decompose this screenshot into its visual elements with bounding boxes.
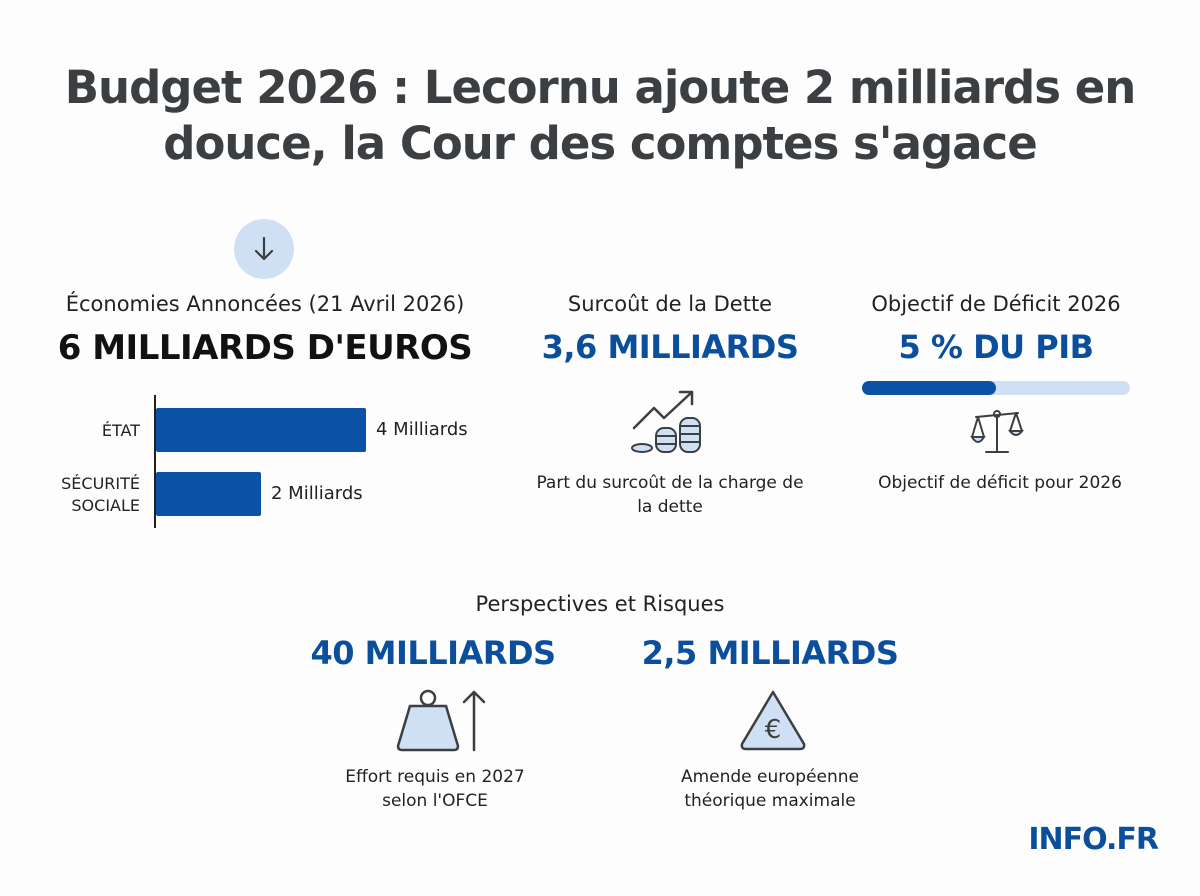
category-label: ÉTAT [101, 421, 140, 440]
euro-warning-icon: € [738, 688, 808, 756]
arrow-down-icon [234, 219, 294, 279]
chart-axis [154, 395, 156, 528]
coins-trend-up-icon [630, 388, 706, 462]
value-label: 4 Milliards [376, 419, 468, 440]
page-title: Budget 2026 : Lecornu ajoute 2 milliards… [64, 61, 1137, 170]
dette-label: Surcoût de la Dette [567, 292, 773, 316]
bar-etat [156, 408, 366, 452]
dette-description: Part du surcoût de la charge de la dette [536, 473, 804, 517]
brand-logo: INFO.FR [1028, 822, 1159, 857]
deficit-value: 5 % DU PIB [898, 328, 1094, 366]
description-line: selon l'OFCE [382, 791, 488, 811]
description-line: Effort requis en 2027 [345, 767, 525, 787]
progress-fill [862, 381, 996, 395]
economies-value: 6 MILLIARDS D'EUROS [57, 328, 473, 368]
description-line: théorique maximale [684, 791, 856, 811]
perspective-description: Effort requis en 2027 selon l'OFCE [310, 765, 560, 813]
economies-label: Économies Annoncées (21 Avril 2026) [65, 292, 465, 316]
dette-value: 3,6 MILLIARDS [541, 328, 799, 366]
perspective-value: 40 MILLIARDS [310, 634, 556, 672]
perspectives-label: Perspectives et Risques [475, 592, 725, 616]
perspective-description: Amende européenne théorique maximale [645, 765, 895, 813]
description-line: Amende européenne [680, 767, 860, 787]
perspective-value: 2,5 MILLIARDS [641, 634, 899, 672]
value-label: 2 Milliards [271, 483, 363, 504]
scale-icon [970, 407, 1025, 461]
bar-securite-sociale [156, 472, 261, 516]
svg-text:€: € [765, 715, 782, 745]
category-label: SÉCURITÉ SOCIALE [61, 474, 140, 515]
weight-arrow-up-icon [396, 688, 496, 758]
deficit-progress-bar [862, 381, 1130, 395]
deficit-description: Objectif de déficit pour 2026 [878, 473, 1122, 493]
deficit-label: Objectif de Déficit 2026 [871, 292, 1121, 316]
